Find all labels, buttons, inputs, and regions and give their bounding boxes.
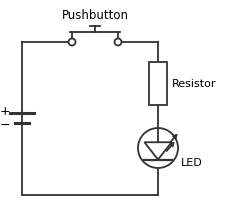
Text: +: + [0,104,10,118]
Text: −: − [0,119,10,131]
Polygon shape [144,142,172,160]
Text: LED: LED [181,158,203,168]
Circle shape [138,128,178,168]
Bar [149,62,167,105]
Text: Resistor: Resistor [172,78,216,89]
Circle shape [69,39,76,46]
Text: Pushbutton: Pushbutton [61,9,128,22]
Circle shape [115,39,122,46]
